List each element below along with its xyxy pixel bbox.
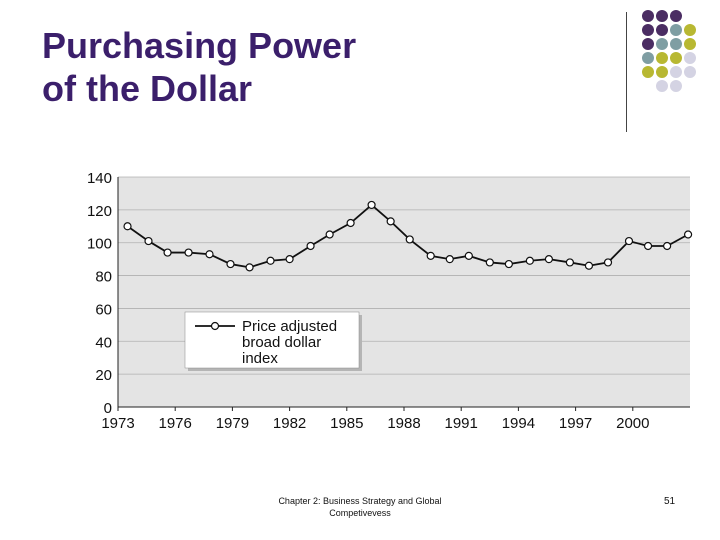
x-tick-label: 1973 xyxy=(101,415,134,432)
y-tick-label: 20 xyxy=(95,367,112,384)
data-point xyxy=(485,258,494,267)
data-point xyxy=(445,255,454,264)
decorative-dot xyxy=(642,38,654,50)
decorative-dot xyxy=(670,24,682,36)
decorative-dot xyxy=(642,24,654,36)
y-tick-label: 140 xyxy=(87,170,112,187)
data-point xyxy=(163,248,172,257)
x-tick-label: 1982 xyxy=(273,415,306,432)
x-tick-label: 1988 xyxy=(387,415,420,432)
data-point xyxy=(464,251,473,260)
data-point xyxy=(184,248,193,257)
data-point xyxy=(584,261,594,270)
data-point xyxy=(405,235,414,244)
data-point xyxy=(643,241,653,251)
page-number: 51 xyxy=(664,496,676,507)
footer-line-1: Chapter 2: Business Strategy and Global xyxy=(278,496,442,506)
decorative-divider xyxy=(626,12,627,132)
grid-lines xyxy=(117,176,690,408)
legend-box xyxy=(184,311,360,369)
footer-caption: Chapter 2: Business Strategy and Global … xyxy=(255,496,465,519)
decorative-dot xyxy=(656,66,668,78)
x-tick-label: 2000 xyxy=(616,415,649,432)
decorative-dot xyxy=(670,52,682,64)
decorative-dot xyxy=(642,52,654,64)
data-point xyxy=(426,251,435,260)
x-tick-label: 1985 xyxy=(330,415,363,432)
data-point xyxy=(525,256,534,265)
x-tick-label: 1997 xyxy=(559,415,592,432)
data-point xyxy=(245,263,254,272)
x-tick-label: 1991 xyxy=(445,415,478,432)
decorative-dot xyxy=(642,66,654,78)
data-point xyxy=(544,255,554,264)
decorative-dot xyxy=(656,24,668,36)
data-point xyxy=(325,230,334,239)
data-point xyxy=(683,230,693,239)
decorative-dot xyxy=(642,10,654,22)
data-point xyxy=(624,236,634,246)
y-tick-label: 120 xyxy=(87,203,112,220)
data-point xyxy=(565,258,574,267)
decorative-dot-grid xyxy=(640,10,720,120)
data-point xyxy=(123,222,132,231)
decorative-dot xyxy=(670,66,682,78)
decorative-dot xyxy=(684,24,696,36)
data-point xyxy=(266,256,275,265)
decorative-dot xyxy=(670,10,682,22)
legend-label-line-1: Price adjusted xyxy=(242,318,337,335)
slide-title-line-2: of the Dollar xyxy=(42,68,253,110)
x-tick-label: 1976 xyxy=(159,415,192,432)
slide-title-line-1: Purchasing Power xyxy=(42,25,357,66)
y-tick-label: 80 xyxy=(95,269,112,286)
decorative-dot xyxy=(684,52,696,64)
y-tick-label: 40 xyxy=(95,334,112,351)
data-point xyxy=(663,241,672,251)
data-point xyxy=(226,259,235,269)
data-point xyxy=(306,241,315,251)
data-point xyxy=(205,250,214,259)
data-point xyxy=(603,258,613,267)
legend-label-line-3: index xyxy=(242,350,278,367)
decorative-dot xyxy=(684,38,696,50)
legend: Price adjusted broad dollar index xyxy=(184,311,362,371)
data-point xyxy=(285,255,294,264)
y-tick-label: 60 xyxy=(95,301,112,318)
data-point xyxy=(346,218,355,228)
y-tick-label: 100 xyxy=(87,236,112,253)
x-tick-label: 1979 xyxy=(216,415,249,432)
x-axis-ticks: 1973 1976 1979 1982 1985 1988 1991 1994 1997 2000 xyxy=(101,407,649,432)
decorative-dot xyxy=(684,66,696,78)
data-point xyxy=(504,259,513,269)
legend-label-line-2: broad dollar xyxy=(242,334,321,351)
legend-point-marker xyxy=(210,321,220,331)
data-points xyxy=(123,200,693,272)
data-point xyxy=(386,217,395,226)
data-point xyxy=(367,200,376,210)
y-axis-ticks: 0 20 40 60 80 100 120 140 xyxy=(87,170,112,417)
plot-background xyxy=(118,177,690,407)
y-tick-label: 0 xyxy=(104,400,112,417)
decorative-dot xyxy=(656,80,668,92)
data-point xyxy=(144,236,153,246)
x-tick-label: 1994 xyxy=(502,415,535,432)
decorative-dot xyxy=(670,38,682,50)
slide-title: Purchasing Power of the Dollar xyxy=(42,24,562,110)
decorative-dot xyxy=(656,52,668,64)
decorative-dot xyxy=(656,38,668,50)
decorative-dot xyxy=(670,80,682,92)
footer-line-2: Competivevess xyxy=(329,507,391,518)
decorative-dot xyxy=(656,10,668,22)
plot-area xyxy=(118,177,690,407)
